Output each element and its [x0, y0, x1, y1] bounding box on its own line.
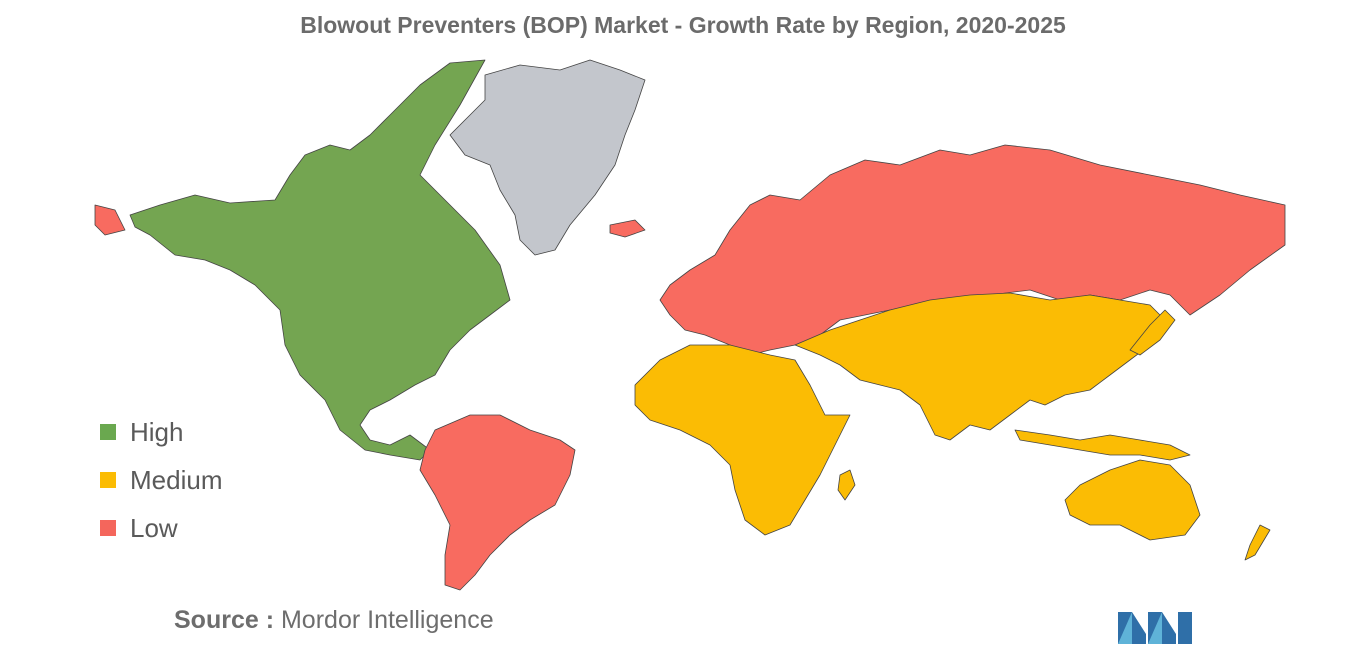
- legend-swatch-low: [100, 520, 116, 536]
- legend: High Medium Low: [100, 408, 222, 552]
- region-japan: [1129, 309, 1176, 356]
- region-australia: [1064, 459, 1201, 541]
- map-title: Blowout Preventers (BOP) Market - Growth…: [300, 12, 1066, 38]
- region-iceland: [609, 219, 646, 238]
- region-africa: [634, 344, 851, 536]
- legend-label: Medium: [130, 464, 223, 495]
- legend-label: Low: [130, 512, 178, 543]
- legend-item-medium: Medium: [100, 456, 222, 504]
- region-south-america: [419, 414, 576, 591]
- region-north-america: [129, 59, 511, 461]
- legend-swatch-medium: [100, 472, 116, 488]
- mordor-logo-icon: [1118, 612, 1192, 644]
- source-name: Mordor Intelligence: [280, 606, 494, 634]
- region-new-zealand: [1244, 524, 1271, 561]
- region-southeast-asia: [1014, 429, 1191, 461]
- legend-label: High: [130, 416, 184, 447]
- legend-swatch-high: [100, 424, 116, 440]
- world-map: [94, 59, 1286, 591]
- legend-item-low: Low: [100, 504, 222, 552]
- source-prefix: Source :: [174, 606, 275, 634]
- legend-item-high: High: [100, 408, 222, 456]
- region-alaska-tip: [94, 204, 126, 236]
- region-asia: [794, 292, 1166, 441]
- source-line: Source : Mordor Intelligence: [174, 606, 494, 635]
- region-madagascar: [837, 469, 856, 501]
- region-europe-russia: [659, 144, 1286, 356]
- region-greenland: [449, 59, 646, 256]
